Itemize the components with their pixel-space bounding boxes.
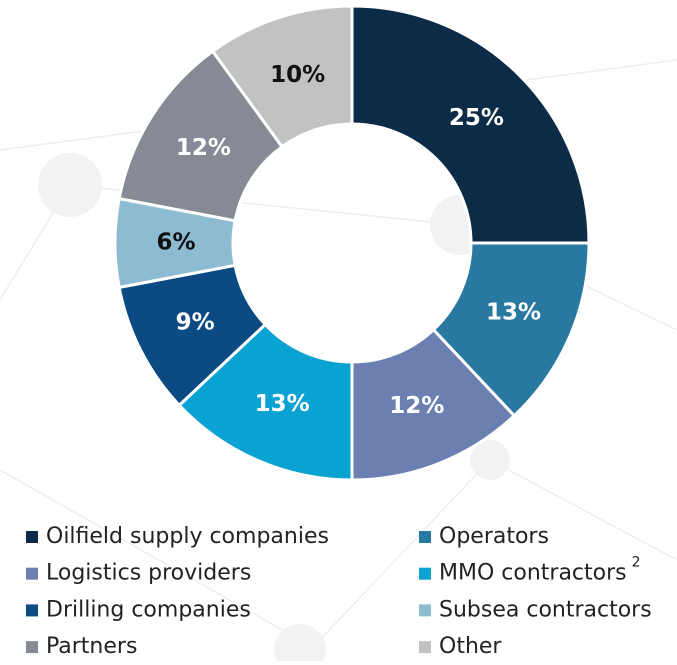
slice [177,322,354,482]
slice [210,4,354,149]
legend-swatch [419,641,431,654]
legend-swatch [419,567,431,580]
legend-swatch [419,531,431,543]
data-label: 13% [255,391,310,417]
data-label: 12% [389,393,444,419]
data-label: 13% [486,299,541,325]
legend-label: Subsea contractors [439,597,652,622]
legend-label: Drilling companies [46,597,251,622]
slice [431,241,591,418]
data-label: 25% [449,105,504,131]
legend-label: Partners [46,634,137,659]
legend-swatch [419,604,431,617]
data-label: 10% [270,62,325,88]
legend-label: Other [439,634,502,659]
legend-swatch [26,641,38,654]
data-label: 6% [156,230,195,256]
legend-label: MMO contractors [439,561,627,586]
legend-label: Logistics providers [46,561,251,586]
data-label: 9% [176,309,215,335]
legend-label: Operators [439,524,549,549]
legend-swatch [26,604,38,617]
legend-footnote: 2 [632,555,641,571]
slice [350,4,591,245]
legend-swatch [26,531,38,543]
legend-swatch [26,567,38,580]
data-label: 12% [176,135,231,161]
legend-label: Oilfield supply companies [46,524,329,549]
